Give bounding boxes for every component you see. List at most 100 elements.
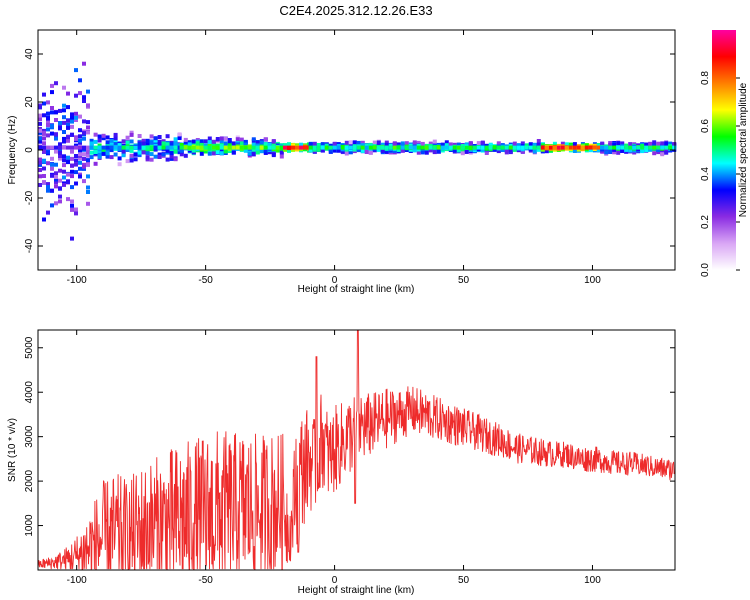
spectrogram-core-cell (448, 145, 453, 150)
spectrogram-cell (54, 201, 58, 206)
spectrogram-cell (74, 181, 78, 186)
spectrogram-core-cell (66, 145, 70, 150)
spectrogram-cell (199, 142, 204, 147)
spectrogram-cell (82, 166, 86, 171)
spectrogram-cell (149, 140, 154, 145)
spectrogram-cell (356, 140, 361, 145)
spectrogram-cell (62, 175, 66, 180)
spectrogram-cell (70, 156, 74, 161)
spectrogram-core-cell (664, 145, 669, 150)
spectrogram-cell (352, 140, 357, 145)
spectrogram-cell (640, 149, 645, 154)
spectrogram-cell (456, 148, 461, 153)
spectrogram-cell (412, 140, 417, 145)
spectrogram-core-cell (596, 145, 601, 150)
spectrogram-core-cell (420, 145, 425, 150)
spectrogram-core-cell (444, 145, 449, 150)
spectrogram-core-cell (328, 145, 333, 150)
spectrogram-cell (38, 130, 42, 135)
spectrogram-cell (70, 203, 74, 208)
spectrogram-cell (105, 140, 110, 145)
spectrogram-cell (38, 128, 42, 133)
spectrogram-core-cell (320, 145, 325, 150)
spectrogram-cell (255, 143, 260, 148)
spectrogram-core-cell (145, 145, 150, 150)
spectrogram-cell (74, 170, 78, 175)
spectrogram-y-tick-label: -40 (24, 238, 35, 253)
snr-x-tick-label: -100 (67, 575, 87, 586)
spectrogram-cell (86, 120, 90, 125)
spectrogram-core-cell (644, 145, 649, 150)
spectrogram-core-cell (70, 145, 74, 150)
spectrogram-cell (70, 207, 74, 212)
spectrogram-cell (89, 138, 94, 143)
spectrogram-cell (70, 112, 74, 117)
spectrogram-cell (255, 150, 260, 155)
spectrogram-cell (165, 142, 170, 147)
spectrogram-cell (312, 147, 317, 152)
spectrogram-core-cell (312, 145, 317, 150)
spectrogram-cell (191, 148, 196, 153)
spectrogram-cell (74, 158, 78, 163)
spectrogram-core-cell (82, 145, 86, 150)
spectrogram-cell (219, 148, 224, 153)
spectrogram-cell (149, 157, 154, 162)
spectrogram-cell (78, 114, 82, 119)
spectrogram-core-cell (624, 145, 629, 150)
spectrogram-cell (584, 143, 589, 148)
spectrogram-cell (227, 138, 232, 142)
spectrogram-cell (227, 149, 232, 153)
spectrogram-cell (66, 105, 70, 110)
spectrogram-cell (400, 148, 405, 153)
spectrogram-cell (74, 211, 78, 216)
spectrogram-core-cell (46, 145, 50, 150)
spectrogram-cell (500, 147, 505, 152)
spectrogram-core-cell (504, 145, 509, 150)
spectrogram-cell (82, 179, 86, 184)
spectrogram-cell (165, 134, 170, 139)
spectrogram-cell (199, 151, 204, 156)
spectrogram-core-cell (556, 145, 561, 150)
spectrogram-core-cell (165, 145, 170, 150)
spectrogram-cell (133, 157, 138, 162)
spectrogram-cell (66, 155, 70, 160)
spectrogram-cell (624, 147, 629, 152)
spectrogram-cell (468, 141, 473, 146)
spectrogram-core-cell (195, 145, 200, 150)
spectrogram-cell (50, 203, 54, 208)
spectrogram-cell (101, 133, 106, 138)
spectrogram-cell (117, 162, 122, 167)
spectrogram-cell (70, 132, 74, 137)
spectrogram-cell (105, 151, 110, 156)
spectrogram-cell (161, 152, 166, 157)
spectrogram-core-cell (101, 145, 106, 150)
spectrogram-cell (169, 154, 174, 159)
spectrogram-core-cell (592, 145, 597, 150)
spectrogram-cell (436, 149, 441, 154)
spectrogram-core-cell (211, 145, 216, 150)
spectrogram-cell (183, 137, 188, 142)
spectrogram-cell (652, 140, 657, 145)
spectrogram-cell (207, 136, 212, 141)
spectrogram-cell (251, 142, 256, 147)
spectrogram-core-cell (275, 145, 280, 150)
spectrogram-cell (78, 152, 82, 157)
spectrogram-cell (54, 136, 58, 141)
spectrogram-cell (400, 143, 405, 148)
spectrogram-cell (58, 108, 62, 113)
spectrogram-cell (488, 142, 493, 147)
spectrogram-core-cell (528, 145, 533, 150)
spectrogram-cell (78, 128, 82, 133)
spectrogram-cell (652, 151, 657, 156)
spectrogram-cell (600, 149, 605, 154)
spectrogram-cell (42, 136, 46, 141)
spectrogram-cell (452, 148, 457, 153)
spectrogram-cell (428, 141, 433, 146)
spectrogram-cell (664, 150, 669, 155)
spectrogram-y-tick-label: 0 (24, 147, 35, 153)
spectrogram-cell (259, 149, 264, 154)
spectrogram-cell (540, 143, 545, 148)
spectrogram-cell (360, 140, 365, 145)
spectrogram-core-cell (492, 145, 497, 150)
spectrogram-core-cell (584, 145, 589, 150)
